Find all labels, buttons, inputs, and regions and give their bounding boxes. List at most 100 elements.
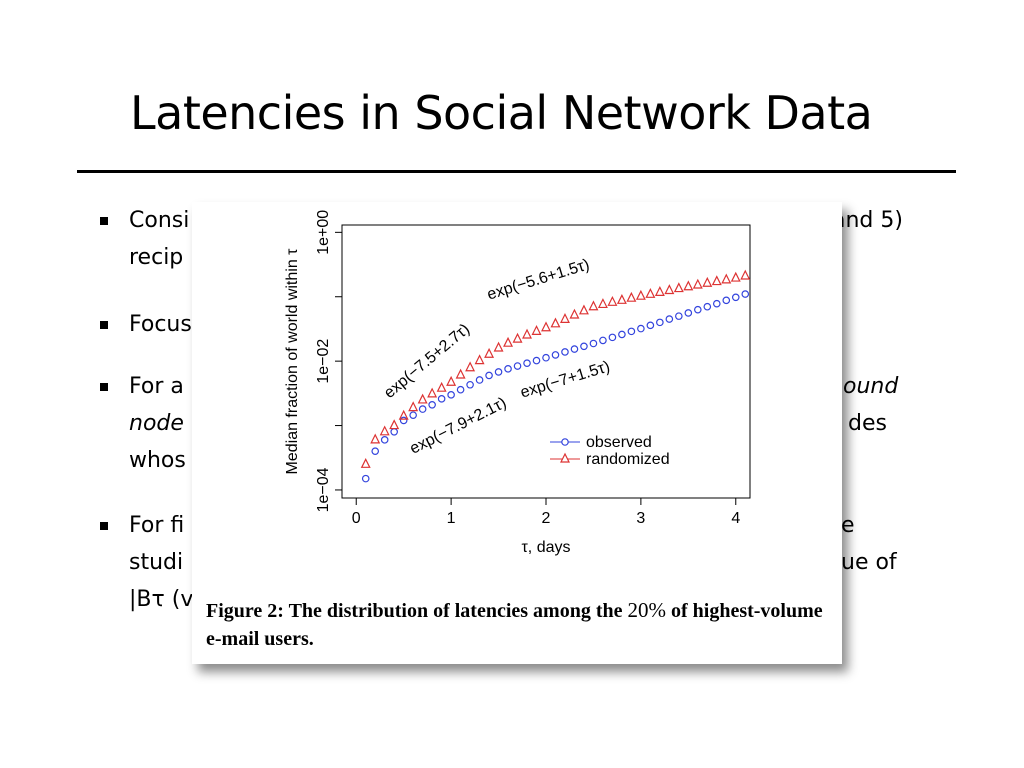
observed-point (466, 380, 474, 389)
bullet-text: studi (129, 550, 184, 575)
observed-point (428, 400, 436, 409)
randomized-point (417, 393, 428, 404)
x-tick-label: 1 (447, 510, 456, 527)
randomized-point (673, 282, 684, 293)
legend-label: randomized (586, 451, 670, 468)
observed-point (504, 365, 512, 373)
randomized-point (635, 289, 646, 300)
bullet-text: For fi (129, 513, 185, 538)
randomized-point (683, 280, 694, 291)
randomized-point (560, 313, 570, 323)
bullet-text: Focus (129, 312, 192, 337)
randomized-point (389, 419, 400, 430)
randomized-point (465, 361, 476, 372)
randomized-point (436, 381, 447, 392)
randomized-point (616, 293, 627, 304)
x-tick-label: 0 (352, 510, 361, 527)
observed-point (390, 427, 398, 436)
randomized-point (370, 433, 381, 444)
randomized-point (711, 275, 722, 286)
bullet-text: whos (129, 448, 186, 473)
fit-annotation: exp(−7.5+2.7τ) (381, 321, 473, 402)
bullet-square (100, 522, 108, 530)
caption-prefix: Figure 2: The distribution of latencies … (206, 600, 628, 622)
x-axis-label: τ, days (521, 539, 570, 556)
observed-point (371, 447, 380, 455)
observed-point (475, 376, 484, 384)
observed-point (447, 391, 455, 399)
observed-point (380, 436, 389, 444)
bullet-text: For a (129, 374, 184, 399)
randomized-point (512, 332, 523, 343)
caption-suffix: of highest-volume e-mail users. (206, 600, 823, 650)
x-tick-label: 2 (542, 510, 551, 527)
observed-point (361, 474, 370, 483)
observed-point (731, 293, 740, 302)
randomized-point (588, 300, 599, 311)
caption-percent: 20% (627, 598, 666, 622)
observed-point (712, 299, 721, 308)
randomized-point (664, 284, 675, 295)
bullet-text: |Bτ (v (129, 587, 194, 612)
observed-point (418, 405, 427, 413)
randomized-point (730, 271, 741, 282)
figure-overlay: 0 1 2 3 4 1e−04 1e−02 1e+00 τ, days Median fracti… (192, 202, 842, 664)
randomized-point (427, 387, 438, 398)
randomized-point (522, 328, 532, 339)
randomized-point (550, 317, 561, 328)
bullet-text: des (848, 411, 887, 436)
observed-point (532, 356, 541, 365)
fit-annotation: exp(−7+1.5τ) (518, 358, 612, 401)
observed-point (608, 333, 617, 342)
bullet-text: node (129, 411, 184, 436)
bullet-square (100, 383, 108, 391)
randomized-point (740, 269, 751, 280)
randomized-point (493, 341, 504, 352)
observed-point (580, 342, 588, 351)
randomized-point (360, 457, 371, 468)
title-rule (77, 170, 956, 173)
randomized-point (702, 276, 713, 287)
observed-point (551, 351, 560, 359)
randomized-point (484, 347, 495, 358)
observed-point (618, 330, 626, 339)
y-tick-label: 1e−02 (315, 339, 332, 384)
y-axis-label: Median fraction of world within τ (284, 248, 301, 475)
bullet-text: and 5) (832, 208, 903, 233)
x-tick-label: 4 (731, 510, 740, 527)
observed-point (570, 345, 579, 353)
observed-point (694, 305, 702, 314)
bullet-text: Consi (129, 208, 190, 233)
randomized-point (654, 286, 665, 296)
observed-point (627, 327, 636, 336)
figure-caption: Figure 2: The distribution of latencies … (206, 596, 836, 653)
randomized-point (531, 325, 542, 335)
randomized-point (379, 425, 390, 436)
observed-point (703, 302, 712, 311)
randomized-point (626, 291, 637, 302)
observed-point (637, 324, 645, 333)
observed-point (542, 353, 550, 362)
y-tick-label: 1e+00 (315, 210, 332, 255)
randomized-point (474, 354, 485, 365)
bullet-text: e (841, 513, 855, 538)
randomized-point (607, 295, 618, 306)
y-tick-label: 1e−04 (315, 467, 332, 512)
observed-point (741, 290, 750, 298)
randomized-point (503, 336, 514, 347)
legend-marker (561, 438, 569, 446)
bullet-text: ue of (841, 550, 897, 575)
observed-point (399, 416, 408, 425)
randomized-point (455, 368, 466, 379)
randomized-point (446, 375, 457, 386)
legend-marker (560, 452, 570, 463)
fit-annotation: exp(−5.6+1.5τ) (485, 256, 591, 303)
observed-point (513, 362, 522, 370)
observed-point (561, 348, 569, 356)
observed-point (437, 395, 446, 403)
bullet-square (100, 217, 108, 225)
observed-point (523, 359, 531, 367)
observed-point (409, 411, 417, 419)
randomized-point (645, 287, 656, 298)
slide-title: Latencies in Social Network Data (130, 86, 873, 140)
